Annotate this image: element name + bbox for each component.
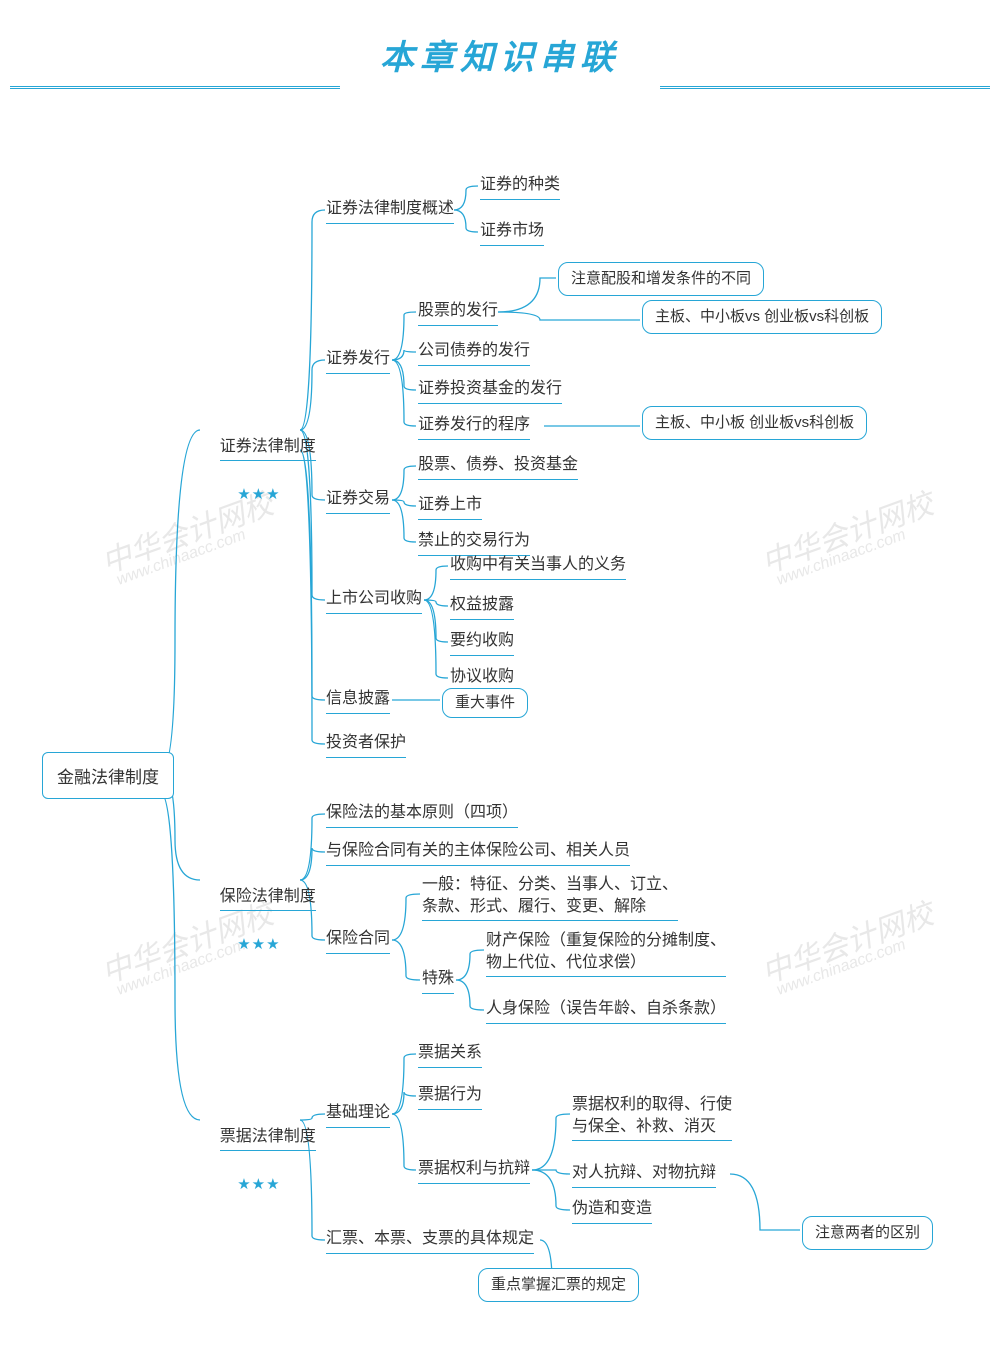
node: 对人抗辩、对物抗辩 xyxy=(572,1162,716,1188)
node: 证券市场 xyxy=(480,220,544,246)
node: 保险法的基本原则（四项） xyxy=(326,802,518,828)
callout: 主板、中小板vs 创业板vs科创板 xyxy=(642,300,882,334)
node: 证券发行的程序 xyxy=(418,414,530,440)
callout: 注意两者的区别 xyxy=(802,1216,933,1250)
callout: 重点掌握汇票的规定 xyxy=(478,1268,639,1302)
node: 票据权利与抗辩 xyxy=(418,1158,530,1184)
callout: 主板、中小板 创业板vs科创板 xyxy=(642,406,867,440)
node: 汇票、本票、支票的具体规定 xyxy=(326,1228,534,1254)
diagram-canvas: 本章知识串联 中华会计网校www.chinaacc.com 中华会计网校www.… xyxy=(0,0,1000,1366)
node: 一般：特征、分类、当事人、订立、 条款、形式、履行、变更、解除 xyxy=(422,874,678,921)
watermark: 中华会计网校www.chinaacc.com xyxy=(758,490,941,590)
node: 证券的种类 xyxy=(480,174,560,200)
title-bar: 本章知识串联 xyxy=(0,30,1000,79)
node: 证券投资基金的发行 xyxy=(418,378,562,404)
node: 禁止的交易行为 xyxy=(418,530,530,556)
node: 投资者保护 xyxy=(326,732,406,758)
title-rule-left xyxy=(10,86,340,89)
node: 证券上市 xyxy=(418,494,482,520)
node: 上市公司收购 xyxy=(326,588,422,614)
node: 公司债券的发行 xyxy=(418,340,530,366)
node: 要约收购 xyxy=(450,630,514,656)
callout: 注意配股和增发条件的不同 xyxy=(558,262,764,296)
node-bills-law: 票据法律制度 ★★★ xyxy=(202,1104,316,1238)
node-securities-law: 证券法律制度 ★★★ xyxy=(202,414,316,548)
root-node: 金融法律制度 xyxy=(42,752,174,799)
node: 基础理论 xyxy=(326,1102,390,1128)
node: 票据关系 xyxy=(418,1042,482,1068)
node: 伪造和变造 xyxy=(572,1198,652,1224)
node: 财产保险（重复保险的分摊制度、 物上代位、代位求偿） xyxy=(486,930,726,977)
node: 权益披露 xyxy=(450,594,514,620)
page-title: 本章知识串联 xyxy=(368,30,632,79)
node: 证券交易 xyxy=(326,488,390,514)
node: 票据权利的取得、行使 与保全、补救、消灭 xyxy=(572,1094,732,1141)
node: 与保险合同有关的主体保险公司、相关人员 xyxy=(326,840,630,866)
node: 证券法律制度概述 xyxy=(326,198,454,224)
node: 特殊 xyxy=(422,968,454,994)
node: 信息披露 xyxy=(326,688,390,714)
node-insurance-law: 保险法律制度 ★★★ xyxy=(202,864,316,998)
node: 证券发行 xyxy=(326,348,390,374)
node: 人身保险（误告年龄、自杀条款） xyxy=(486,998,726,1024)
node: 股票、债券、投资基金 xyxy=(418,454,578,480)
node: 股票的发行 xyxy=(418,300,498,326)
node: 保险合同 xyxy=(326,928,390,954)
node: 票据行为 xyxy=(418,1084,482,1110)
title-rule-right xyxy=(660,86,990,89)
node: 收购中有关当事人的义务 xyxy=(450,554,626,580)
callout: 重大事件 xyxy=(442,688,528,718)
watermark: 中华会计网校www.chinaacc.com xyxy=(758,900,941,1000)
